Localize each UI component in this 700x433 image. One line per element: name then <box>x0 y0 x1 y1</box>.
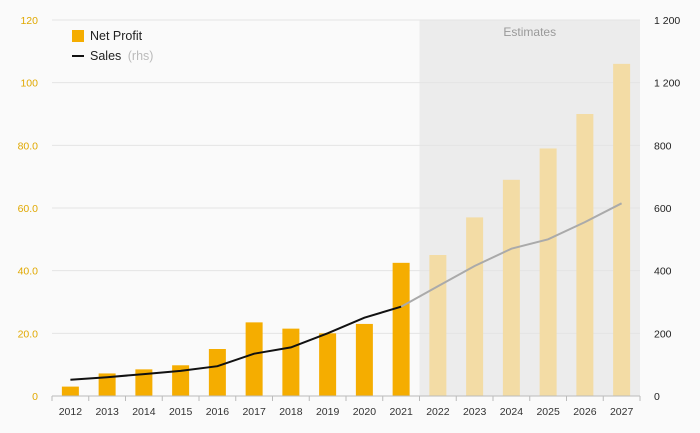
bar-net-profit-2023 <box>466 217 484 396</box>
bar-net-profit-2012 <box>61 386 79 396</box>
x-tick-label: 2017 <box>242 406 266 418</box>
x-tick-label: 2016 <box>206 406 230 418</box>
bar-net-profit-2013 <box>98 373 116 396</box>
x-tick-label: 2012 <box>59 406 83 418</box>
x-tick-label: 2022 <box>426 406 450 418</box>
bar-net-profit-2024 <box>502 179 520 396</box>
y-right-tick-label: 1 200 <box>654 78 680 90</box>
bar-net-profit-2018 <box>282 328 300 396</box>
line-sales-actual <box>70 305 402 381</box>
x-tick-label: 2014 <box>132 406 156 418</box>
y-right-tick-label: 800 <box>654 140 672 152</box>
legend: Net Profit Sales (rhs) <box>72 29 153 63</box>
legend-net-profit-label: Net Profit <box>90 29 143 43</box>
x-tick-label: 2015 <box>169 406 193 418</box>
estimates-label: Estimates <box>503 25 556 39</box>
y-left-tick-label: 40.0 <box>18 266 39 278</box>
legend-sales-label: Sales (rhs) <box>90 49 153 63</box>
y-left-tick-label: 20.0 <box>18 328 39 340</box>
x-tick-label: 2019 <box>316 406 340 418</box>
bar-net-profit-2017 <box>245 322 263 396</box>
bar-net-profit-2020 <box>355 323 373 396</box>
y-left-tick-label: 100 <box>20 78 38 90</box>
y-right-tick-label: 400 <box>654 266 672 278</box>
x-tick-label: 2021 <box>389 406 413 418</box>
y-left-tick-label: 80.0 <box>18 140 39 152</box>
bar-net-profit-2016 <box>208 349 226 396</box>
y-left-tick-label: 0 <box>32 391 38 403</box>
bar-net-profit-2021 <box>392 262 410 396</box>
x-tick-label: 2023 <box>463 406 487 418</box>
y-right-tick-label: 0 <box>654 391 660 403</box>
y-right-tick-label: 200 <box>654 328 672 340</box>
x-tick-label: 2018 <box>279 406 303 418</box>
x-tick-label: 2027 <box>610 406 634 418</box>
x-tick-label: 2024 <box>500 406 524 418</box>
bar-net-profit-2015 <box>172 365 190 396</box>
bar-net-profit-2027 <box>613 63 631 396</box>
bar-net-profit-2022 <box>429 255 447 396</box>
y-left-tick-label: 120 <box>20 15 38 27</box>
y-left-tick-label: 60.0 <box>18 203 39 215</box>
line-sales-estimate <box>400 202 623 308</box>
bar-net-profit-2026 <box>576 114 594 396</box>
x-tick-label: 2025 <box>536 406 560 418</box>
bar-net-profit-2014 <box>135 369 153 396</box>
x-tick-label: 2026 <box>573 406 597 418</box>
y-right-tick-label: 1 200 <box>654 15 680 27</box>
legend-net-profit-swatch <box>72 30 84 42</box>
x-tick-label: 2020 <box>353 406 377 418</box>
bar-net-profit-2019 <box>319 333 337 396</box>
bar-net-profit-2025 <box>539 148 557 396</box>
y-right-tick-label: 600 <box>654 203 672 215</box>
x-tick-label: 2013 <box>95 406 119 418</box>
